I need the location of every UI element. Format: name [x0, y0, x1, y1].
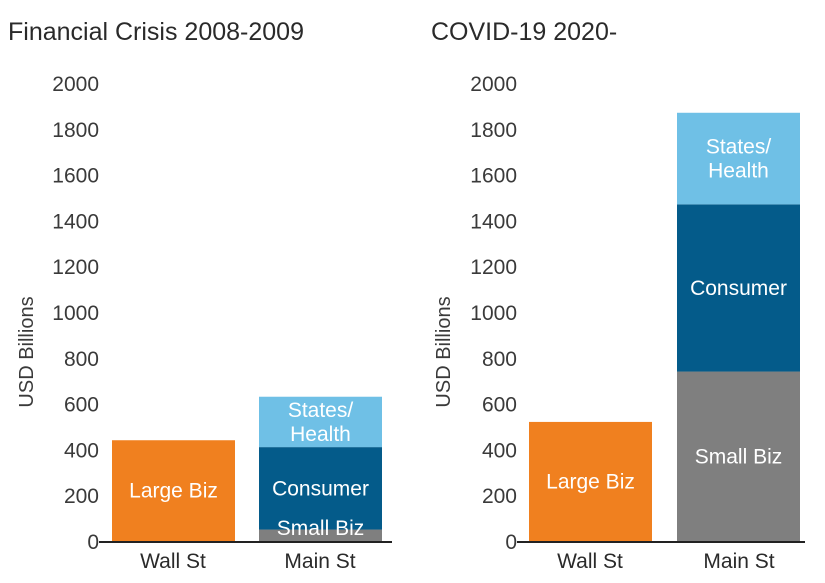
y-tick-label: 200: [64, 485, 99, 508]
y-tick-label: 0: [87, 531, 99, 554]
bar-segment-label: Consumer: [690, 277, 787, 300]
y-tick-label: 2000: [470, 73, 517, 96]
y-tick-label: 1800: [470, 119, 517, 142]
bar-segment-small-biz: [259, 529, 382, 541]
y-axis-label: USD Billions: [16, 296, 38, 407]
y-tick-label: 600: [64, 394, 99, 417]
y-tick-label: 600: [482, 394, 517, 417]
bar-segment-label: Small Biz: [695, 445, 783, 468]
bar-segment-label: Small Biz: [277, 517, 365, 540]
bar-segment-large-biz: [529, 421, 652, 541]
y-tick-label: 800: [64, 348, 99, 371]
bar-segment-consumer: [677, 204, 800, 372]
chart-panel-1: Financial Crisis 2008-2009 0 200 400 600 800 1…: [8, 18, 392, 573]
y-tick-label: 1200: [52, 256, 99, 279]
chart-title: COVID-19 2020-: [431, 18, 617, 46]
x-category-label: Wall St: [557, 550, 623, 573]
x-category-label: Main St: [284, 550, 355, 573]
y-tick-label: 1000: [470, 302, 517, 325]
bar-segment-label: Consumer: [272, 477, 369, 500]
y-tick-label: 2000: [52, 73, 99, 96]
bar-segment-small-biz: [677, 371, 800, 541]
bar-segment-large-biz: [112, 440, 235, 541]
x-category-label: Main St: [703, 550, 774, 573]
y-tick-label: 800: [482, 348, 517, 371]
y-tick-label: 0: [505, 531, 517, 554]
x-category-label: Wall St: [140, 550, 206, 573]
y-tick-label: 1400: [470, 210, 517, 233]
bar-segment-consumer: [259, 447, 382, 530]
bar-segment-label: States/: [288, 399, 354, 422]
bar-segment-label: Health: [708, 160, 769, 183]
y-tick-label: 1000: [52, 302, 99, 325]
bar-segment-label: Large Biz: [129, 480, 218, 503]
bar-segment-states-health: [677, 112, 800, 205]
bar-segment-states-health: [259, 396, 382, 448]
chart-title: Financial Crisis 2008-2009: [8, 18, 304, 46]
y-tick-label: 1600: [470, 165, 517, 188]
y-axis-label: USD Billions: [433, 296, 455, 407]
y-tick-label: 1200: [470, 256, 517, 279]
y-tick-label: 1800: [52, 119, 99, 142]
bar-segment-label: States/: [706, 136, 772, 159]
y-tick-label: 400: [64, 439, 99, 462]
chart-panel-2: COVID-19 2020- 0 200 400 600 800 1000 1200 1400 1…: [431, 18, 805, 573]
bar-segment-label: Large Biz: [546, 470, 635, 493]
y-tick-label: 200: [482, 485, 517, 508]
y-tick-label: 1400: [52, 210, 99, 233]
y-tick-label: 1600: [52, 165, 99, 188]
bar-segment-label: Health: [290, 423, 351, 446]
y-tick-label: 400: [482, 439, 517, 462]
